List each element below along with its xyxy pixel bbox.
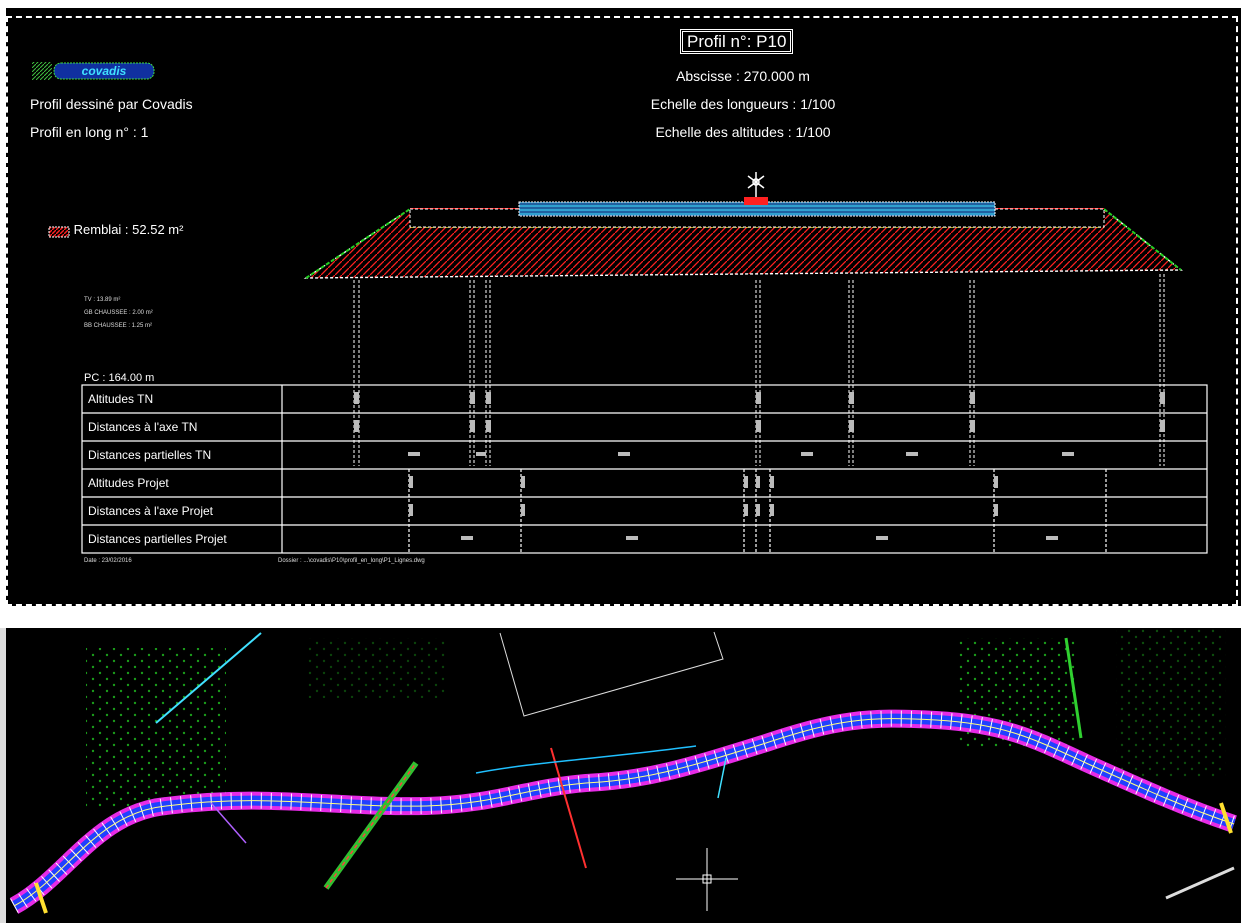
scale-altitudes-label: Echelle des altitudes : 1/100 xyxy=(655,124,831,140)
svg-text:covadis: covadis xyxy=(82,64,127,78)
viewport-separator xyxy=(6,606,1241,628)
survey-verticals xyxy=(353,274,1165,466)
road-alignment[interactable] xyxy=(9,709,1237,914)
profile-sheet[interactable]: covadis Profil dessiné par Covadis Profi… xyxy=(6,16,1238,606)
long-profile-label: Profil en long n° : 1 xyxy=(30,124,149,140)
axis-marker-icon xyxy=(747,172,765,197)
row-distances-axe-tn: Distances à l'axe TN xyxy=(88,420,198,434)
abscissa-label: Abscisse : 270.000 m xyxy=(676,68,810,84)
table-value-marks xyxy=(354,392,1165,540)
covadis-logo: covadis xyxy=(32,60,156,82)
window-top-edge xyxy=(0,0,1241,8)
survey-points-far-right xyxy=(1116,628,1226,778)
drawn-by-label: Profil dessiné par Covadis xyxy=(30,96,193,112)
covadis-logo-icon: covadis xyxy=(32,62,155,80)
parcel-outline xyxy=(499,631,724,717)
row-distances-partielles-projet: Distances partielles Projet xyxy=(88,532,227,546)
date-label: Date : 23/02/2016 xyxy=(84,558,132,564)
scale-lengths-label: Echelle des longueurs : 1/100 xyxy=(650,96,836,112)
plane-reference-label: PC : 164.00 m xyxy=(84,372,155,384)
row-distances-axe-projet: Distances à l'axe Projet xyxy=(88,504,214,518)
vertical-scrollbar[interactable] xyxy=(0,628,6,923)
row-altitudes-projet: Altitudes Projet xyxy=(88,476,169,490)
crosshair-cursor-icon xyxy=(676,848,738,911)
file-path-label: Dossier : ...\covadis\P10\profil_en_long… xyxy=(278,558,425,564)
plan-view-drawing[interactable] xyxy=(6,628,1241,923)
tv-area-label: TV : 13.89 m² xyxy=(84,297,121,303)
hatch-swatch-icon xyxy=(48,226,70,238)
fill-legend-text: Remblai : 52.52 m² xyxy=(73,222,184,237)
crossing-road-center xyxy=(550,747,587,869)
fill-legend: Remblai : 52.52 m² xyxy=(48,222,184,238)
window-left-edge xyxy=(0,8,6,923)
profile-title: Profil n°: P10 xyxy=(680,29,794,54)
bb-area-label: BB CHAUSSEE : 1.25 m² xyxy=(84,323,153,329)
profile-title-text: Profil n°: P10 xyxy=(680,29,794,54)
row-altitudes-tn: Altitudes TN xyxy=(88,392,154,406)
feature-line-2 xyxy=(1064,637,1083,739)
survey-points-left xyxy=(86,648,226,808)
profile-table-grid xyxy=(81,384,1208,554)
feature-line-3 xyxy=(1165,866,1235,900)
gb-area-label: GB CHAUSSEE : 2.00 m² xyxy=(84,310,153,316)
row-distances-partielles-tn: Distances partielles TN xyxy=(88,448,212,462)
cross-section-drawing[interactable] xyxy=(6,16,1238,606)
survey-points-top xyxy=(306,638,446,698)
feature-line-1 xyxy=(155,632,262,724)
